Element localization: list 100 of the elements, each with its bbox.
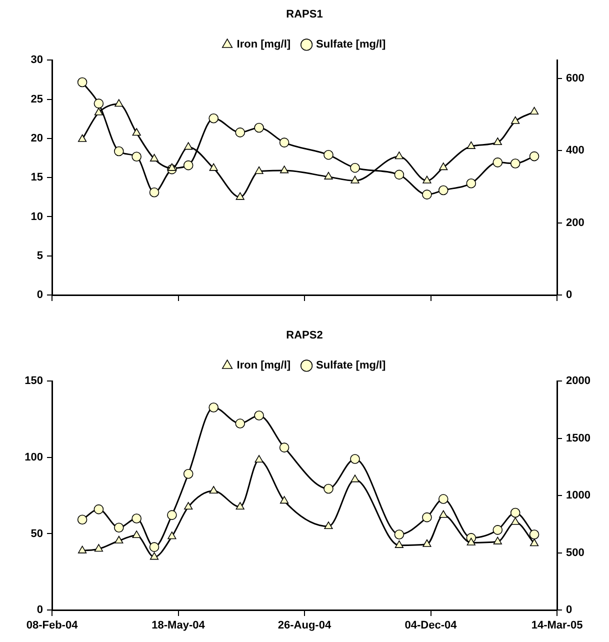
point <box>254 122 264 133</box>
point <box>350 176 360 184</box>
y-tick-label: 150 <box>24 375 43 388</box>
point <box>394 540 404 548</box>
point <box>235 128 246 138</box>
point <box>510 158 520 168</box>
legend-label: Iron [mg/l] <box>236 38 291 51</box>
point <box>492 525 503 535</box>
point <box>114 146 124 156</box>
point <box>168 532 176 540</box>
point <box>511 517 520 525</box>
point <box>254 410 264 420</box>
point <box>529 530 540 540</box>
point <box>394 530 404 540</box>
point <box>438 494 448 504</box>
point <box>78 134 87 142</box>
y2-tick-label: 1000 <box>566 490 590 502</box>
y-tick-label: 30 <box>30 54 43 66</box>
point <box>209 486 218 494</box>
point <box>466 178 476 188</box>
point <box>530 538 539 546</box>
point <box>114 522 124 533</box>
point <box>236 502 244 510</box>
y-tick-label: 0 <box>36 604 43 616</box>
y-tick-label: 10 <box>30 210 43 223</box>
point <box>94 108 104 116</box>
point <box>280 496 289 504</box>
point <box>254 166 264 174</box>
point <box>530 106 539 115</box>
point <box>132 514 142 524</box>
point <box>184 142 193 150</box>
y-tick-label: 5 <box>36 250 43 262</box>
point <box>324 150 334 160</box>
chart-title: RAPS1 <box>286 8 323 21</box>
y-tick-label: 25 <box>30 93 43 106</box>
point <box>114 99 124 107</box>
point <box>132 530 141 538</box>
point <box>279 138 290 148</box>
y-tick-label: 15 <box>30 172 43 184</box>
x-tick-label: 18-May-04 <box>152 620 206 632</box>
point <box>492 158 503 168</box>
legend-label: Sulfate [mg/l] <box>316 38 386 51</box>
point <box>350 454 360 464</box>
point <box>324 484 334 494</box>
point <box>208 113 218 124</box>
point <box>439 162 448 170</box>
y2-tick-label: 200 <box>566 216 584 229</box>
point <box>510 508 520 518</box>
point <box>439 510 448 518</box>
y-tick-label: 100 <box>24 452 43 464</box>
point <box>132 152 142 162</box>
y2-tick-label: 600 <box>566 72 584 84</box>
x-tick-label: 14-Mar-05 <box>531 620 583 632</box>
y-tick-label: 50 <box>30 528 43 540</box>
x-tick-label: 08-Feb-04 <box>26 620 79 632</box>
point <box>438 185 448 196</box>
point <box>394 152 404 160</box>
point <box>422 539 432 547</box>
point <box>77 77 88 88</box>
point <box>77 514 88 525</box>
point <box>208 402 218 412</box>
point <box>167 510 177 520</box>
y2-tick-label: 0 <box>566 289 572 302</box>
legend-label: Sulfate [mg/l] <box>316 360 386 372</box>
point <box>466 141 476 149</box>
y2-tick-label: 1500 <box>566 432 590 444</box>
point <box>94 504 104 514</box>
point <box>422 512 432 522</box>
y-tick-label: 0 <box>36 289 43 302</box>
legend-label: Iron [mg/l] <box>236 360 291 372</box>
y2-tick-label: 400 <box>566 144 584 157</box>
point <box>324 172 333 180</box>
point <box>235 418 246 428</box>
point <box>149 188 160 198</box>
point <box>422 176 432 184</box>
point <box>168 163 176 171</box>
point <box>183 468 194 479</box>
x-tick-label: 04-Dec-04 <box>404 620 458 632</box>
point <box>150 552 159 560</box>
point <box>529 151 540 162</box>
y2-tick-label: 0 <box>566 604 572 616</box>
point <box>279 442 290 452</box>
point <box>94 98 104 108</box>
y2-tick-label: 500 <box>566 546 584 559</box>
x-tick-label: 26-Aug-04 <box>278 620 332 632</box>
point <box>280 166 289 174</box>
y2-tick-label: 2000 <box>566 375 590 388</box>
point <box>350 162 360 173</box>
point <box>78 546 87 554</box>
point <box>254 455 264 463</box>
point <box>184 502 193 510</box>
point <box>183 160 194 170</box>
point <box>324 522 333 530</box>
point <box>94 544 104 552</box>
chart-title: RAPS2 <box>286 330 323 342</box>
point <box>493 536 502 544</box>
point <box>236 192 244 200</box>
point <box>150 154 159 162</box>
y-tick-label: 20 <box>30 132 43 144</box>
point <box>422 190 432 200</box>
